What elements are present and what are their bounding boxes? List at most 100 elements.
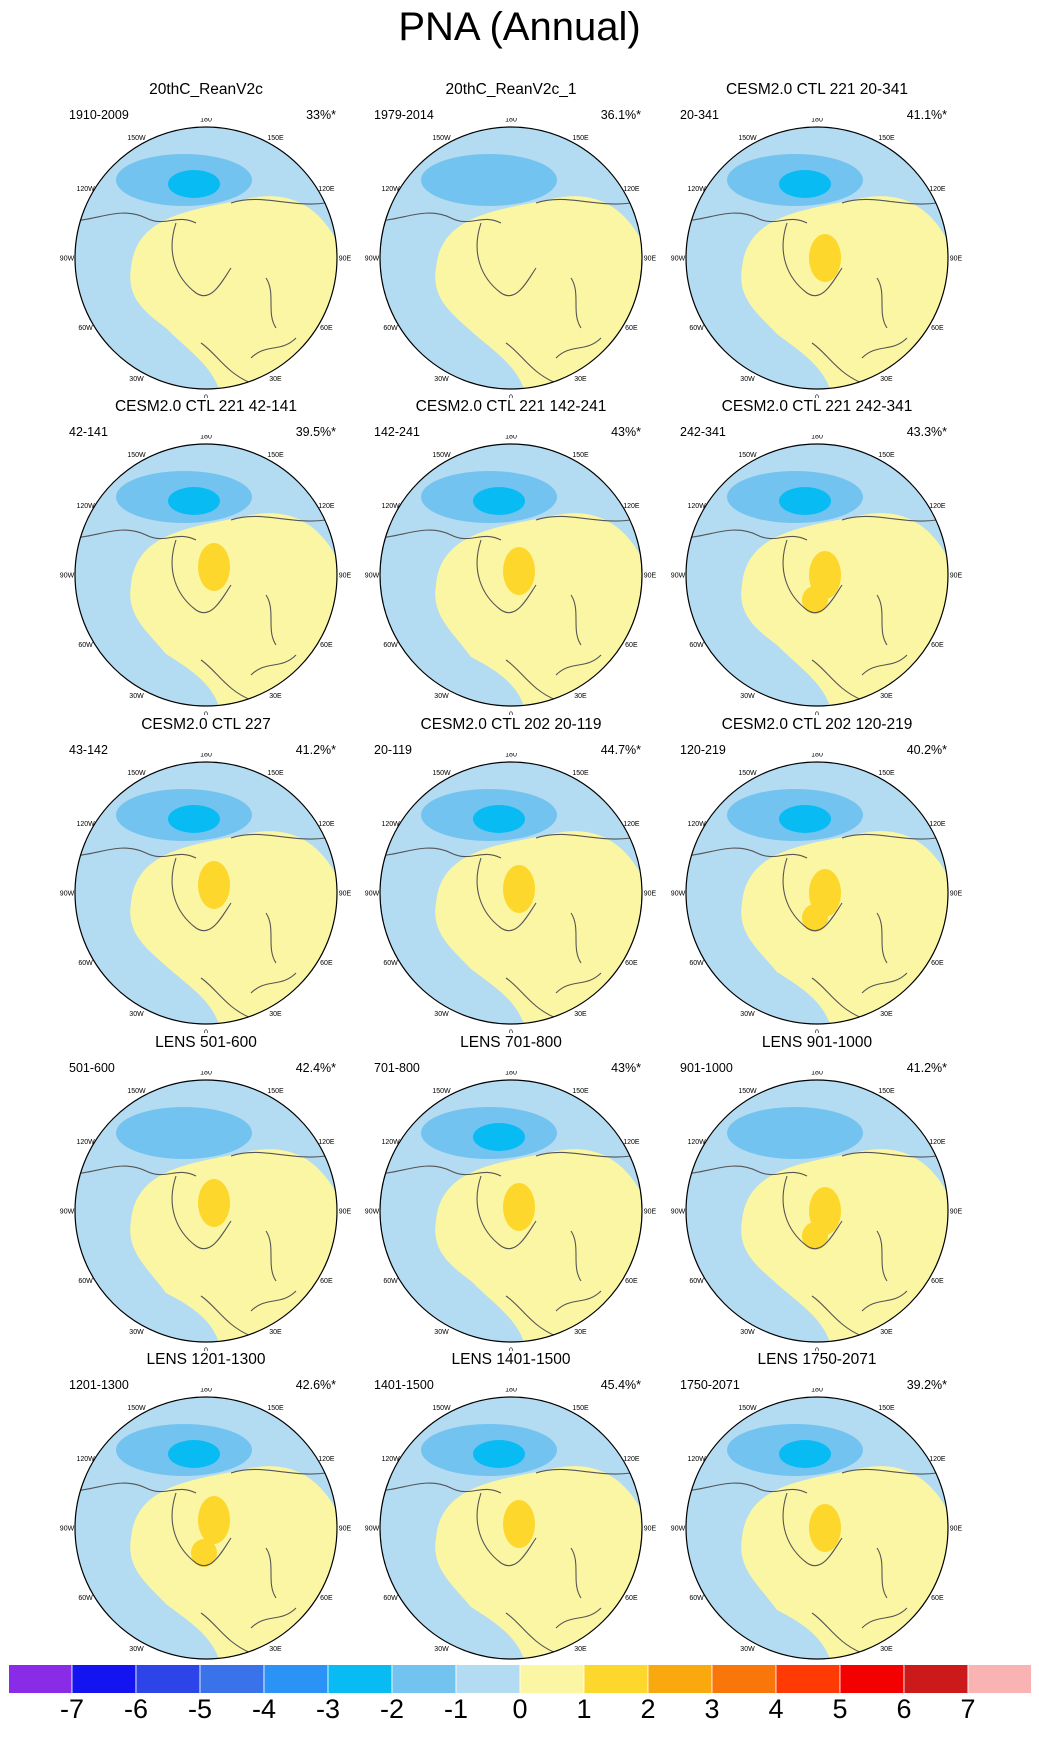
panel-variance-pct: 36.1%*	[600, 108, 641, 122]
map-panel: 20thC_ReanV2c_1 1979-2014 36.1%* 180 150E 120…	[361, 80, 661, 398]
longitude-label: 60W	[383, 325, 398, 332]
longitude-label: 90E	[644, 256, 657, 263]
longitude-label: 90W	[671, 891, 686, 898]
map-panel: CESM2.0 CTL 221 42-141 42-141 39.5%* 180 150…	[56, 397, 356, 715]
longitude-label: 150W	[127, 1088, 146, 1095]
coastline	[782, 857, 843, 931]
map-panel: LENS 1201-1300 1201-1300 42.6%* 180 150E 120E…	[56, 1350, 356, 1668]
negative-bin-minus3	[168, 1440, 220, 1468]
longitude-label: 60E	[625, 642, 638, 649]
coastline	[230, 198, 327, 205]
map-panel: LENS 501-600 501-600 42.4%* 180 150E 120E 90E 6…	[56, 1033, 356, 1351]
longitude-label: 180	[505, 118, 517, 124]
longitude-label: 150W	[432, 770, 451, 777]
longitude-label: 120E	[623, 186, 640, 193]
panel-variance-pct: 41.1%*	[906, 108, 947, 122]
longitude-label: 60W	[383, 642, 398, 649]
longitude-label: 30E	[269, 1011, 282, 1018]
longitude-label: 150W	[432, 135, 451, 142]
positive-field	[741, 1466, 948, 1659]
longitude-label: 30E	[880, 376, 893, 383]
longitude-label: 120E	[318, 186, 335, 193]
longitude-label: 150W	[432, 1088, 451, 1095]
longitude-label: 150E	[267, 1088, 284, 1095]
longitude-label: 0	[204, 1348, 208, 1352]
longitude-label: 150E	[572, 1405, 589, 1412]
coastline	[841, 1468, 938, 1475]
coastline	[200, 1612, 252, 1654]
positive-bin-plus2	[809, 1504, 841, 1552]
longitude-label: 60W	[689, 1278, 704, 1285]
panel-variance-pct: 39.5%*	[295, 425, 336, 439]
panel-period: 1201-1300	[69, 1378, 129, 1392]
positive-field	[130, 831, 337, 1024]
coastline	[265, 594, 277, 646]
panel-period: 20-341	[680, 108, 719, 122]
longitude-label: 60W	[689, 642, 704, 649]
colorbar-tick-label: -6	[123, 1694, 148, 1724]
coastline	[686, 1165, 808, 1177]
coastline	[686, 1482, 808, 1494]
coastline	[380, 212, 502, 224]
longitude-label: 30E	[880, 1011, 893, 1018]
positive-bin-plus2	[809, 234, 841, 282]
colorbar-tick-label: 7	[960, 1694, 976, 1724]
positive-bin-plus2	[503, 547, 535, 595]
longitude-label: 90W	[365, 891, 380, 898]
coastline	[230, 1151, 327, 1158]
colorbar-bin	[519, 1664, 585, 1694]
coastline	[380, 1482, 502, 1494]
panel-variance-pct: 39.2%*	[906, 1378, 947, 1392]
panel-variance-pct: 42.4%*	[295, 1061, 336, 1075]
coastline	[555, 1290, 602, 1312]
panel-variance-pct: 41.2%*	[906, 1061, 947, 1075]
coastline	[811, 977, 863, 1019]
negative-bin-minus3	[473, 1123, 525, 1151]
longitude-label: 60W	[383, 1595, 398, 1602]
map-panel: LENS 1750-2071 1750-2071 39.2%* 180 150E 120E…	[667, 1350, 967, 1668]
longitude-label: 30W	[434, 376, 449, 383]
map-border	[379, 761, 643, 1025]
panel-variance-pct: 33%*	[306, 108, 336, 122]
longitude-label: 120W	[381, 186, 400, 193]
positive-bin-plus2	[802, 1222, 828, 1250]
longitude-label: 60W	[689, 1595, 704, 1602]
coastline	[876, 277, 888, 329]
longitude-label: 120E	[318, 1456, 335, 1463]
map-border	[685, 1396, 949, 1660]
colorbar-tick-label: 0	[512, 1694, 528, 1724]
longitude-label: 120E	[623, 1139, 640, 1146]
longitude-label: 180	[811, 1388, 823, 1394]
longitude-label: 30W	[129, 1011, 144, 1018]
coastline	[476, 539, 537, 613]
longitude-label: 0	[815, 395, 819, 399]
longitude-label: 150E	[267, 452, 284, 459]
longitude-label: 90W	[365, 1209, 380, 1216]
coastline	[861, 1607, 908, 1629]
map-border	[379, 1079, 643, 1343]
longitude-label: 30E	[269, 693, 282, 700]
negative-bin-minus3	[473, 487, 525, 515]
panel-variance-pct: 45.4%*	[600, 1378, 641, 1392]
coastline	[570, 1547, 582, 1599]
map-panel: CESM2.0 CTL 202 20-119 20-119 44.7%* 180 150…	[361, 715, 661, 1033]
panel-period: 1750-2071	[680, 1378, 740, 1392]
positive-bin-plus2	[198, 543, 230, 591]
coastline	[230, 1468, 327, 1475]
panel-period: 701-800	[374, 1061, 420, 1075]
longitude-label: 150E	[572, 770, 589, 777]
longitude-label: 30E	[574, 1329, 587, 1336]
positive-bin-plus2	[503, 1500, 535, 1548]
longitude-label: 90E	[950, 573, 963, 580]
longitude-label: 60E	[625, 325, 638, 332]
colorbar-bin	[135, 1664, 201, 1694]
coastline	[811, 342, 863, 384]
longitude-label: 0	[815, 1030, 819, 1034]
longitude-label: 120W	[76, 503, 95, 510]
coastline	[876, 1547, 888, 1599]
positive-bin-plus2	[198, 1496, 230, 1544]
longitude-label: 180	[200, 118, 212, 124]
